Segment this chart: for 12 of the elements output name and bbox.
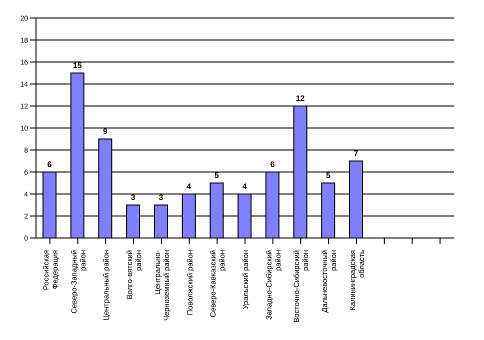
data-label: 3 (130, 193, 136, 202)
data-label: 6 (47, 160, 52, 169)
data-label: 5 (214, 171, 220, 180)
data-label: 9 (103, 127, 108, 136)
data-label: 12 (296, 94, 306, 103)
data-label: 3 (158, 193, 164, 202)
data-label: 15 (72, 61, 82, 70)
data-label: 6 (270, 160, 276, 169)
data-label: 4 (186, 182, 192, 191)
data-label: 4 (242, 182, 248, 191)
data-label: 7 (354, 149, 359, 158)
data-label: 5 (326, 171, 331, 180)
